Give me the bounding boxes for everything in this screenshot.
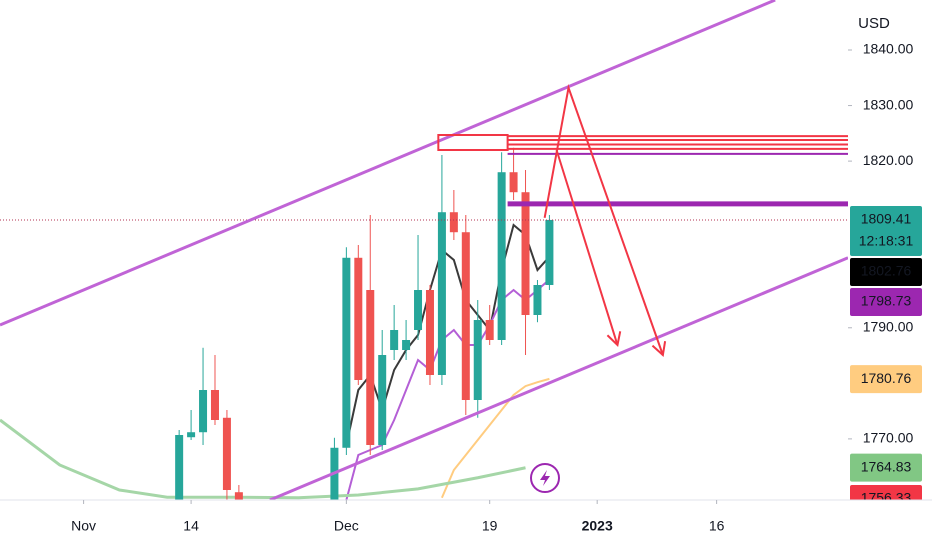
price-axis: 1840.00 1830.00 1820.00 1790.00 1770.00 1809.… — [848, 41, 922, 506]
moving-average — [345, 278, 551, 500]
arrow-head — [606, 331, 622, 347]
candle-body — [210, 390, 219, 420]
candle-body — [545, 219, 554, 285]
x-tick-label: 14 — [183, 518, 199, 534]
candle-body — [378, 355, 387, 445]
price-tag — [850, 257, 922, 286]
y-tick-label: 1830.00 — [863, 96, 914, 112]
price-tag-label: 1802.76 — [861, 263, 912, 279]
candle-body — [473, 320, 482, 400]
x-tick-label: 2023 — [582, 518, 613, 534]
price-tag — [850, 205, 922, 256]
candle-body — [175, 435, 184, 500]
x-tick-label: Dec — [334, 518, 359, 534]
arrow-head — [651, 341, 667, 357]
candle-body — [354, 257, 363, 380]
x-tick-label: 19 — [482, 518, 498, 534]
candle-body — [234, 492, 243, 500]
trendline — [269, 256, 848, 500]
candle-body — [199, 390, 208, 433]
lightning-icon[interactable] — [530, 463, 560, 493]
arrow — [555, 149, 619, 346]
candle-body — [533, 285, 542, 315]
y-tick-label: 1790.00 — [863, 318, 914, 334]
candle-body — [461, 232, 470, 400]
currency-label: USD — [858, 15, 890, 32]
x-tick-label: Nov — [71, 518, 96, 534]
price-tag — [850, 453, 922, 482]
candle-body — [342, 257, 351, 448]
moving-average — [440, 377, 550, 499]
trendline — [0, 0, 776, 327]
price-tag-label: 1798.73 — [861, 293, 912, 309]
candle-body — [366, 290, 375, 445]
candle-body — [402, 340, 411, 350]
price-tag-label: 1756.33 — [861, 490, 912, 506]
y-tick-label: 1840.00 — [863, 41, 914, 57]
price-tag — [850, 287, 922, 316]
candle-body — [390, 330, 399, 350]
price-tag-label: 1780.76 — [861, 370, 912, 386]
candle-body — [509, 172, 518, 193]
x-tick-label: 16 — [709, 518, 725, 534]
arrow — [543, 83, 664, 356]
candle-body — [437, 212, 446, 375]
candle-body — [187, 432, 196, 438]
candle-body — [497, 172, 506, 340]
candle-body — [485, 320, 494, 340]
plot-area — [0, 0, 848, 500]
price-tag — [850, 365, 922, 394]
candle-body — [414, 290, 423, 330]
price-tag-label: 1809.41 — [861, 211, 912, 227]
candle-body — [425, 290, 434, 375]
price-tag-label: 1764.83 — [861, 458, 912, 474]
y-tick-label: 1820.00 — [863, 152, 914, 168]
zone-box — [437, 134, 509, 151]
moving-average — [0, 418, 526, 500]
y-tick-label: 1770.00 — [863, 430, 914, 446]
price-tag — [850, 485, 922, 500]
candle-body — [521, 192, 530, 315]
price-tag-time: 12:18:31 — [859, 233, 914, 249]
candle-body — [449, 212, 458, 233]
candle-body — [222, 417, 231, 490]
